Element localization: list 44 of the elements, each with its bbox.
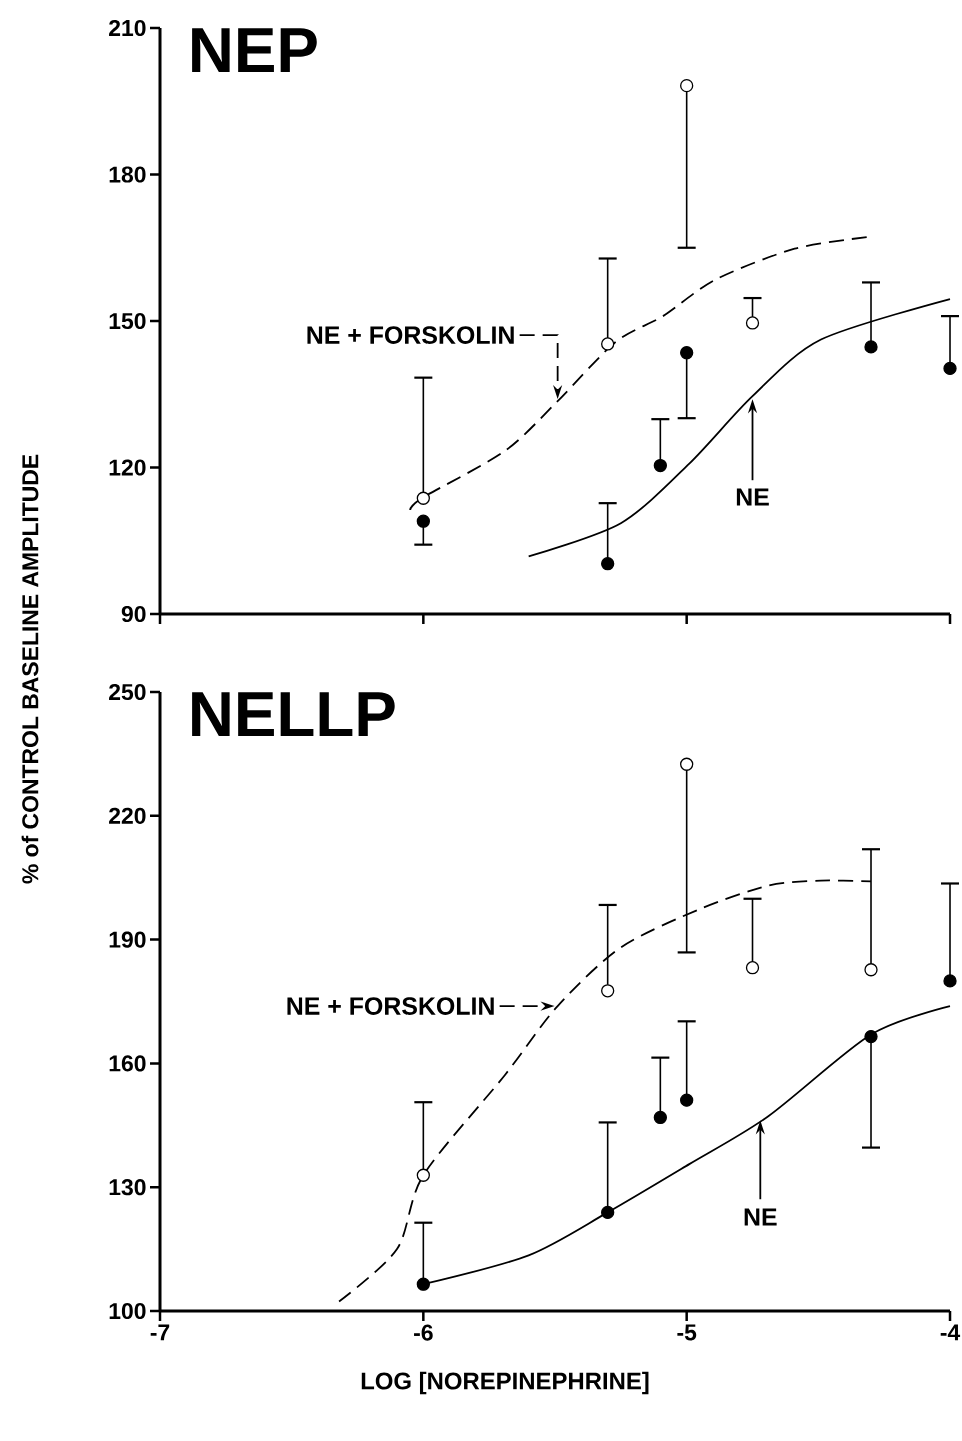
point	[601, 984, 615, 998]
x-tick-label: -7	[150, 1324, 170, 1341]
point	[680, 78, 694, 93]
point	[416, 491, 430, 505]
point	[680, 346, 694, 360]
legend-label: NE + FORSKOLIN	[287, 997, 494, 1015]
point	[943, 974, 957, 988]
point	[601, 337, 615, 351]
chart-title: NELLP	[192, 692, 395, 737]
point	[864, 340, 878, 354]
point	[653, 1110, 667, 1125]
text: NE	[736, 488, 769, 506]
y-tick-label: 90	[121, 605, 146, 623]
point	[745, 316, 760, 330]
text: NE	[744, 1208, 777, 1226]
point	[601, 557, 615, 571]
x-tick-label: -6	[414, 1324, 433, 1341]
point	[864, 963, 878, 977]
point	[680, 757, 694, 771]
point	[601, 1205, 615, 1220]
point	[416, 1168, 430, 1182]
y-tick-label: 210	[109, 19, 146, 37]
point	[416, 514, 430, 528]
y-tick-label: 220	[109, 807, 146, 824]
y-tick-label: 250	[109, 683, 146, 701]
y-tick-label: 120	[109, 459, 146, 476]
point	[653, 458, 667, 473]
y-tick-label: 160	[109, 1055, 146, 1072]
point	[416, 1277, 430, 1291]
y-tick-label: 100	[109, 1302, 146, 1320]
point	[745, 961, 760, 975]
x-axis-title: LOG [NOREPINEPHRINE]	[361, 1371, 649, 1395]
y-tick-label: 190	[109, 931, 146, 948]
y-axis-title: % of CONTROL BASELINE AMPLITUDE	[21, 454, 39, 884]
point	[943, 361, 957, 376]
y-tick-label: 150	[109, 312, 146, 330]
chart-title: NEP	[192, 28, 317, 73]
point	[864, 1029, 878, 1044]
point	[680, 1093, 694, 1107]
x-tick-label: -4	[940, 1324, 961, 1341]
x-tick-label: -5	[677, 1324, 697, 1341]
y-tick-label: 180	[109, 166, 146, 183]
text: NE + FORSKOLIN	[307, 326, 514, 344]
y-tick-label: 130	[109, 1179, 146, 1196]
